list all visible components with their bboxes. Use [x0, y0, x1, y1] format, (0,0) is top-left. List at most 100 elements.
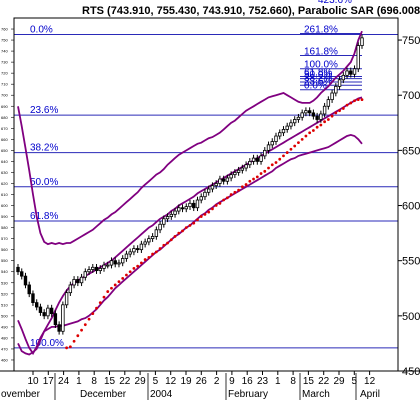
sar-dot	[128, 270, 132, 274]
candle-up	[177, 207, 181, 212]
candle-down	[76, 279, 80, 284]
y-left-tick-label: 720	[1, 71, 8, 76]
candle-up	[289, 122, 293, 127]
sar-dot	[218, 201, 222, 205]
sar-dot	[330, 114, 334, 118]
candle-up	[296, 116, 301, 120]
sar-dot	[289, 147, 293, 151]
sar-dot	[110, 286, 113, 290]
y-left-tick-label: 660	[1, 137, 8, 142]
y-left-tick-label: 510	[1, 302, 8, 307]
x-tick-label: 19	[180, 376, 192, 387]
x-tick-label: 23	[257, 376, 269, 387]
fib-left-label: 61.8%	[30, 211, 58, 222]
y-left-tick-label: 530	[1, 280, 8, 285]
fib-right-label: 161.8%	[304, 47, 338, 58]
sar-dot	[72, 339, 76, 343]
y-left-tick-label: 460	[1, 357, 8, 362]
sar-dot	[345, 103, 349, 107]
y-left-tick-label: 730	[1, 60, 8, 65]
sar-dot	[229, 193, 233, 196]
candle-up	[199, 196, 203, 201]
candle-up	[169, 213, 174, 217]
sar-dot	[117, 280, 121, 284]
sar-dot	[136, 264, 140, 268]
y-left-tick-label: 640	[1, 159, 8, 164]
x-tick-label: 29	[135, 376, 147, 387]
fibonacci-levels: 0.0%23.6%38.2%50.0%61.8%100.0%261.8%161.…	[14, 0, 398, 349]
sar-dot	[341, 107, 345, 110]
candle-up	[259, 155, 263, 162]
candle-down	[192, 202, 196, 209]
x-tick-label: 9	[229, 376, 235, 387]
candle-up	[98, 268, 102, 272]
sar-dot	[274, 161, 278, 164]
fib-left-label: 23.6%	[30, 105, 58, 116]
sar-dot	[65, 346, 69, 350]
sar-dot	[154, 250, 158, 254]
x-tick-label: 10	[27, 376, 39, 387]
y-right-tick-label: 550	[402, 256, 420, 268]
y-left-tick-label: 710	[1, 82, 8, 87]
candle-up	[319, 113, 323, 120]
sar-dot	[188, 223, 192, 227]
candle-up	[236, 169, 241, 173]
sar-dot	[181, 229, 184, 233]
x-tick-label: 1	[275, 376, 281, 387]
candle-up	[64, 292, 69, 306]
sar-dot	[252, 177, 255, 181]
sar-dot	[125, 273, 128, 277]
x-month-label: April	[360, 389, 380, 400]
x-month-label: February	[228, 389, 268, 400]
y-left-tick-label: 550	[1, 258, 8, 263]
candle-up	[330, 92, 334, 101]
x-month-label: 2004	[150, 389, 173, 400]
sar-dot	[267, 166, 270, 170]
fib-left-label: 100.0%	[30, 338, 64, 349]
candle-up	[139, 243, 144, 251]
sar-dot	[80, 328, 83, 332]
sar-dot	[211, 207, 214, 211]
y-right-tick-label: 750	[402, 35, 420, 47]
candle-up	[46, 307, 50, 317]
sar-dot	[263, 169, 267, 173]
candle-down	[349, 70, 353, 75]
candle-down	[311, 112, 316, 117]
candle-up	[184, 206, 188, 210]
candle-up	[244, 164, 248, 169]
sar-dot	[315, 125, 319, 129]
candle-up	[278, 132, 282, 137]
sar-dot	[68, 345, 72, 349]
x-tick-label: 22	[318, 376, 330, 387]
sar-dot	[91, 312, 95, 316]
x-tick-label: 17	[43, 376, 55, 387]
sar-dot	[196, 218, 199, 222]
candle-up	[356, 45, 360, 70]
candle-up	[165, 216, 170, 220]
y-left-tick-label: 470	[1, 346, 8, 351]
parabolic-sar	[65, 98, 364, 350]
sar-dot	[319, 123, 323, 127]
y-left-tick-label: 610	[1, 192, 8, 197]
candle-up	[158, 223, 162, 231]
candle-down	[49, 307, 54, 315]
y-left-tick-label: 580	[1, 225, 8, 230]
x-tick-label: 16	[242, 376, 254, 387]
sar-dot	[293, 144, 297, 148]
x-month-label: ovember	[1, 389, 41, 400]
sar-dot	[278, 157, 282, 161]
fib-right-label: 0.0%	[304, 81, 327, 92]
candle-up	[68, 284, 73, 294]
sar-dot	[113, 283, 117, 287]
sar-dot	[169, 238, 173, 242]
fib-right-label: 100.0%	[304, 60, 338, 71]
sar-dot	[248, 179, 252, 183]
sar-dot	[76, 334, 80, 338]
sar-dot	[158, 247, 162, 250]
upper-band-line	[17, 30, 363, 246]
y-left-tick-label: 520	[1, 291, 8, 296]
candle-up	[72, 279, 76, 286]
candle-up	[214, 183, 218, 187]
candle-up	[61, 304, 65, 332]
